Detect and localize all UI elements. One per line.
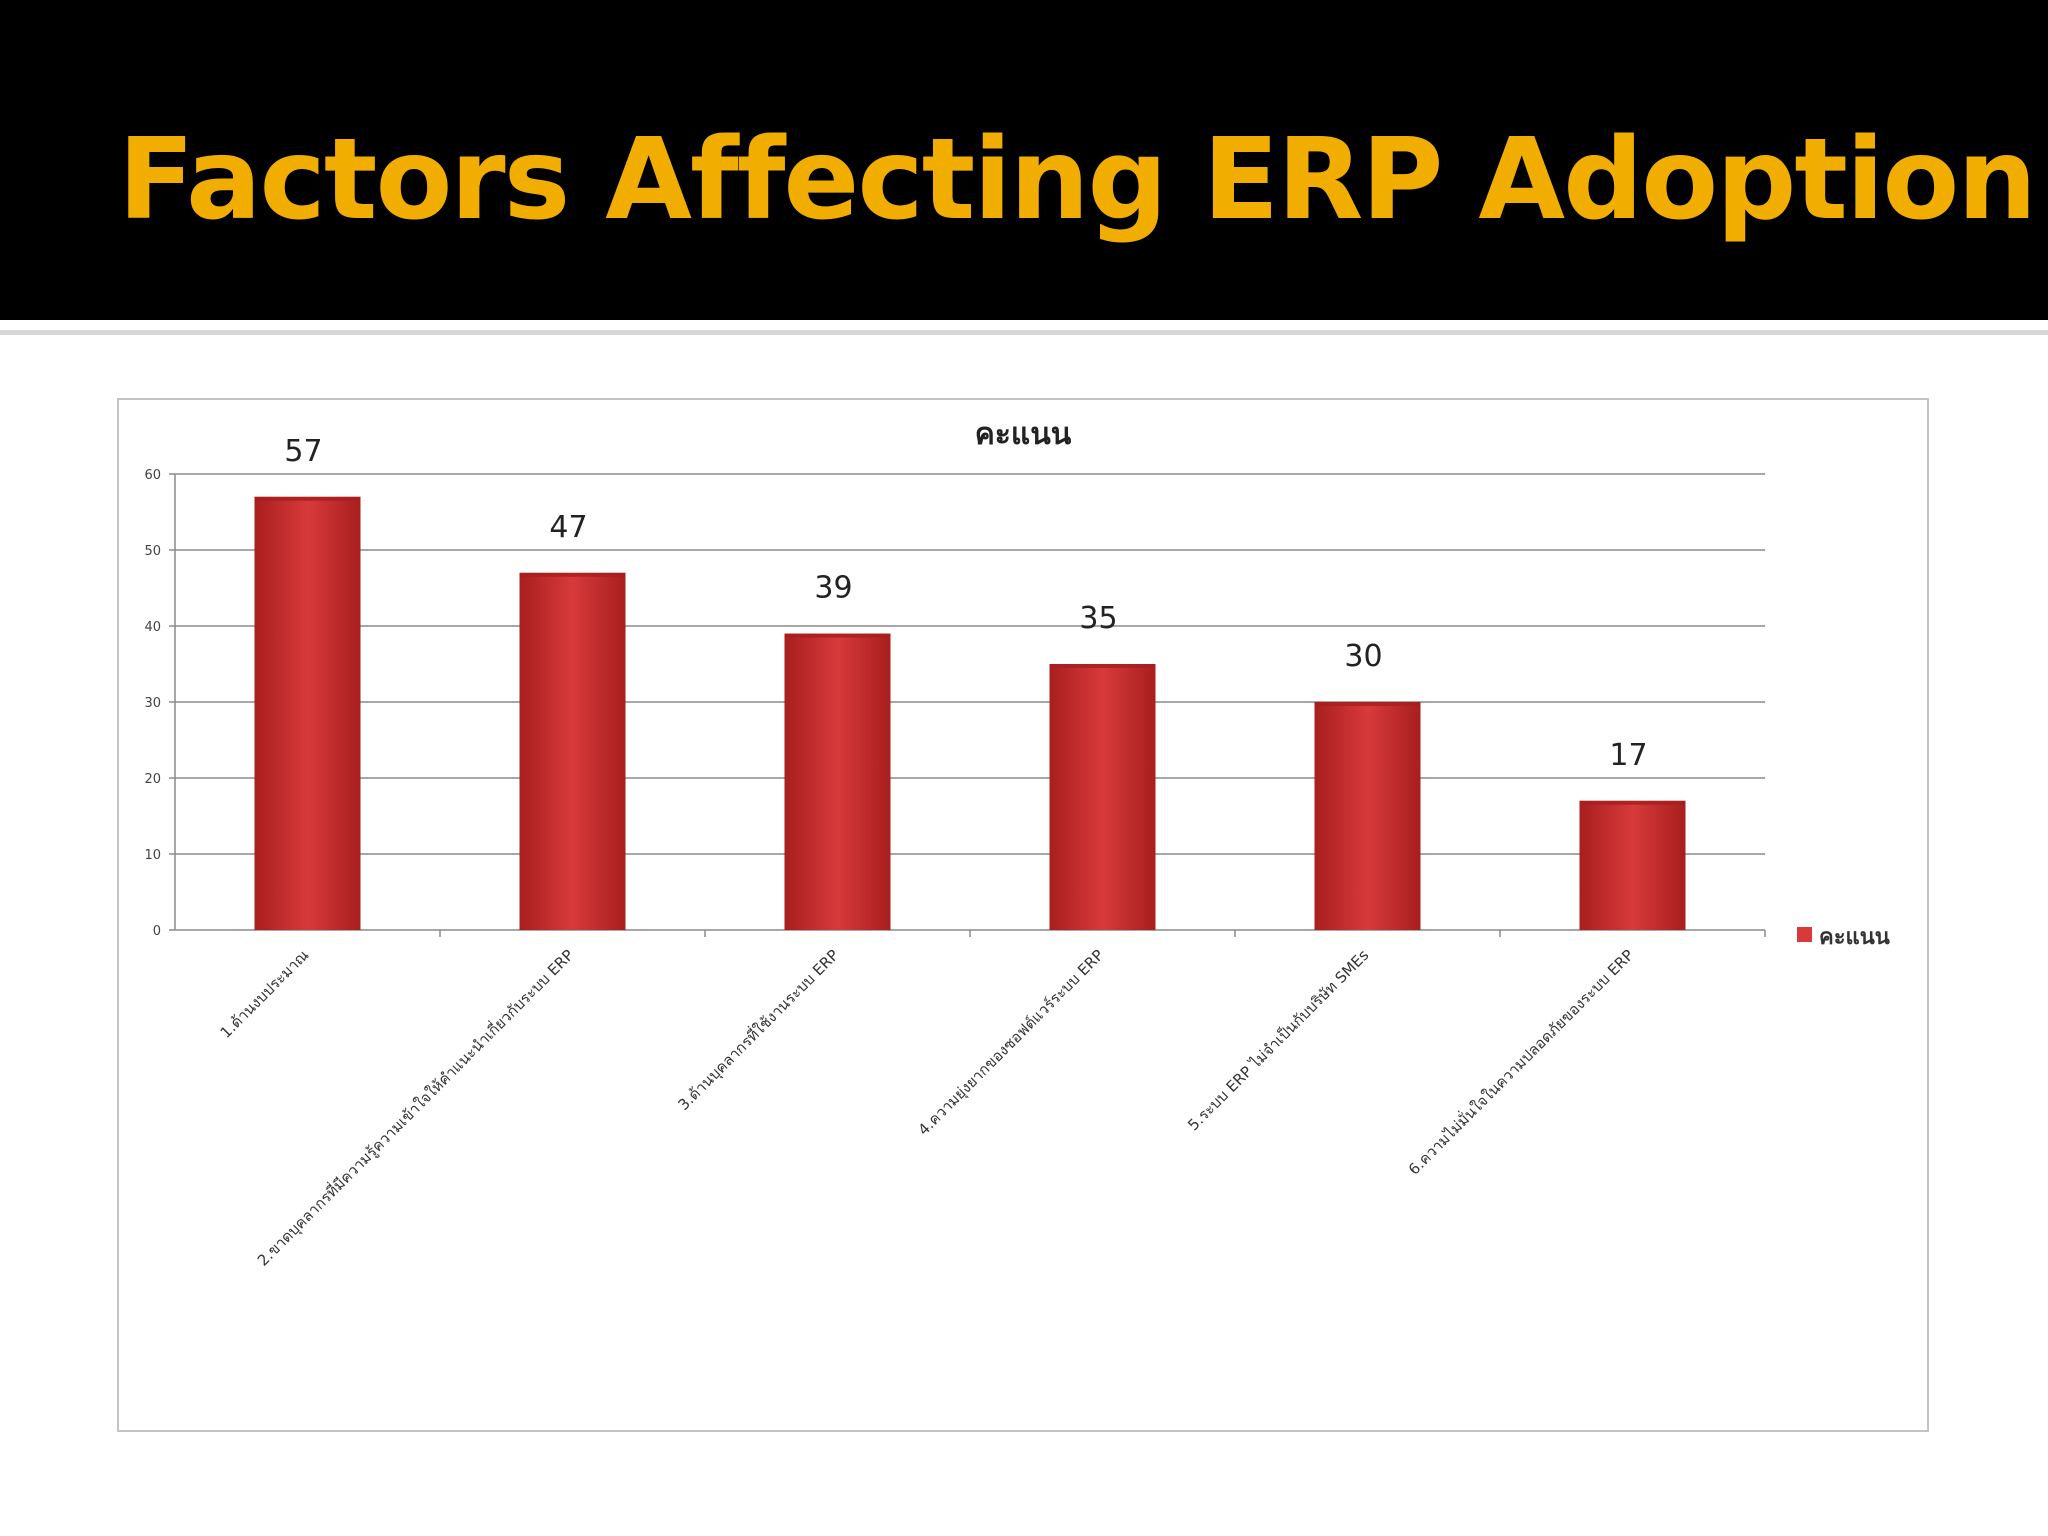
- axes: 0 10 20 30 40 50 60: [144, 468, 1766, 939]
- x-tick-label: 1.ด้านงบประมาณ: [217, 946, 313, 1042]
- bar: [784, 633, 891, 930]
- bar-top-edge: [1579, 800, 1686, 805]
- y-tick-label: 30: [144, 696, 161, 711]
- data-label: 30: [1344, 639, 1382, 674]
- bar-chart: คะแนน 0 10 20 30 40 50 60 57 47 39 35 30 17 1.ด้านง…: [144, 417, 1890, 1271]
- y-tick-label: 20: [144, 772, 161, 787]
- chart-title: คะแนน: [975, 417, 1072, 452]
- bar: [1579, 800, 1686, 930]
- category-labels: 1.ด้านงบประมาณ2.ขาดบุคลากรที่มีความรู้คว…: [217, 945, 1638, 1271]
- y-tick-label: 50: [144, 544, 161, 559]
- bar-top-edge: [519, 572, 626, 577]
- x-tick-label: 2.ขาดบุคลากรที่มีความรู้ความเข้าใจให้คำแ…: [252, 945, 578, 1271]
- chart-frame: คะแนน 0 10 20 30 40 50 60 57 47 39 35 30 17 1.ด้านง…: [117, 398, 1929, 1432]
- legend: คะแนน: [1797, 925, 1890, 950]
- bar: [1049, 664, 1156, 930]
- header-divider: [0, 330, 2048, 335]
- bar-top-edge: [1314, 702, 1421, 706]
- bars: [254, 496, 1686, 930]
- data-label: 35: [1079, 601, 1117, 636]
- legend-swatch: [1797, 927, 1812, 942]
- y-tick-label: 10: [144, 848, 161, 863]
- x-tick-label: 3.ด้านบุคลากรที่ใช้งานระบบ ERP: [673, 945, 843, 1115]
- x-tick-label: 6.ความไม่มั่นใจในความปลอดภัยของระบบ ERP: [1403, 945, 1637, 1179]
- x-tick-label: 4.ความยุ่งยากของซอฟต์แวร์ระบบ ERP: [915, 946, 1109, 1140]
- data-label: 57: [284, 434, 322, 469]
- bar: [1314, 702, 1421, 930]
- y-tick-label: 40: [144, 620, 161, 635]
- bar-top-edge: [784, 633, 891, 638]
- gridlines: [175, 473, 1765, 855]
- data-labels: 57 47 39 35 30 17: [284, 434, 1647, 773]
- bar: [254, 496, 361, 930]
- legend-label: คะแนน: [1819, 925, 1890, 950]
- slide-header: Factors Affecting ERP Adoption: [0, 0, 2048, 320]
- bar: [519, 572, 626, 930]
- data-label: 17: [1609, 738, 1647, 773]
- y-tick-label: 60: [144, 468, 161, 483]
- bar-top-edge: [1049, 664, 1156, 668]
- y-tick-label: 0: [153, 924, 161, 939]
- x-tick-label: 5.ระบบ ERP ไม่จำเป็นกับบริษัท SMEs: [1184, 945, 1373, 1134]
- slide-title: Factors Affecting ERP Adoption: [118, 115, 2037, 245]
- data-label: 39: [814, 571, 852, 606]
- data-label: 47: [549, 510, 587, 545]
- bar-top-edge: [254, 496, 361, 501]
